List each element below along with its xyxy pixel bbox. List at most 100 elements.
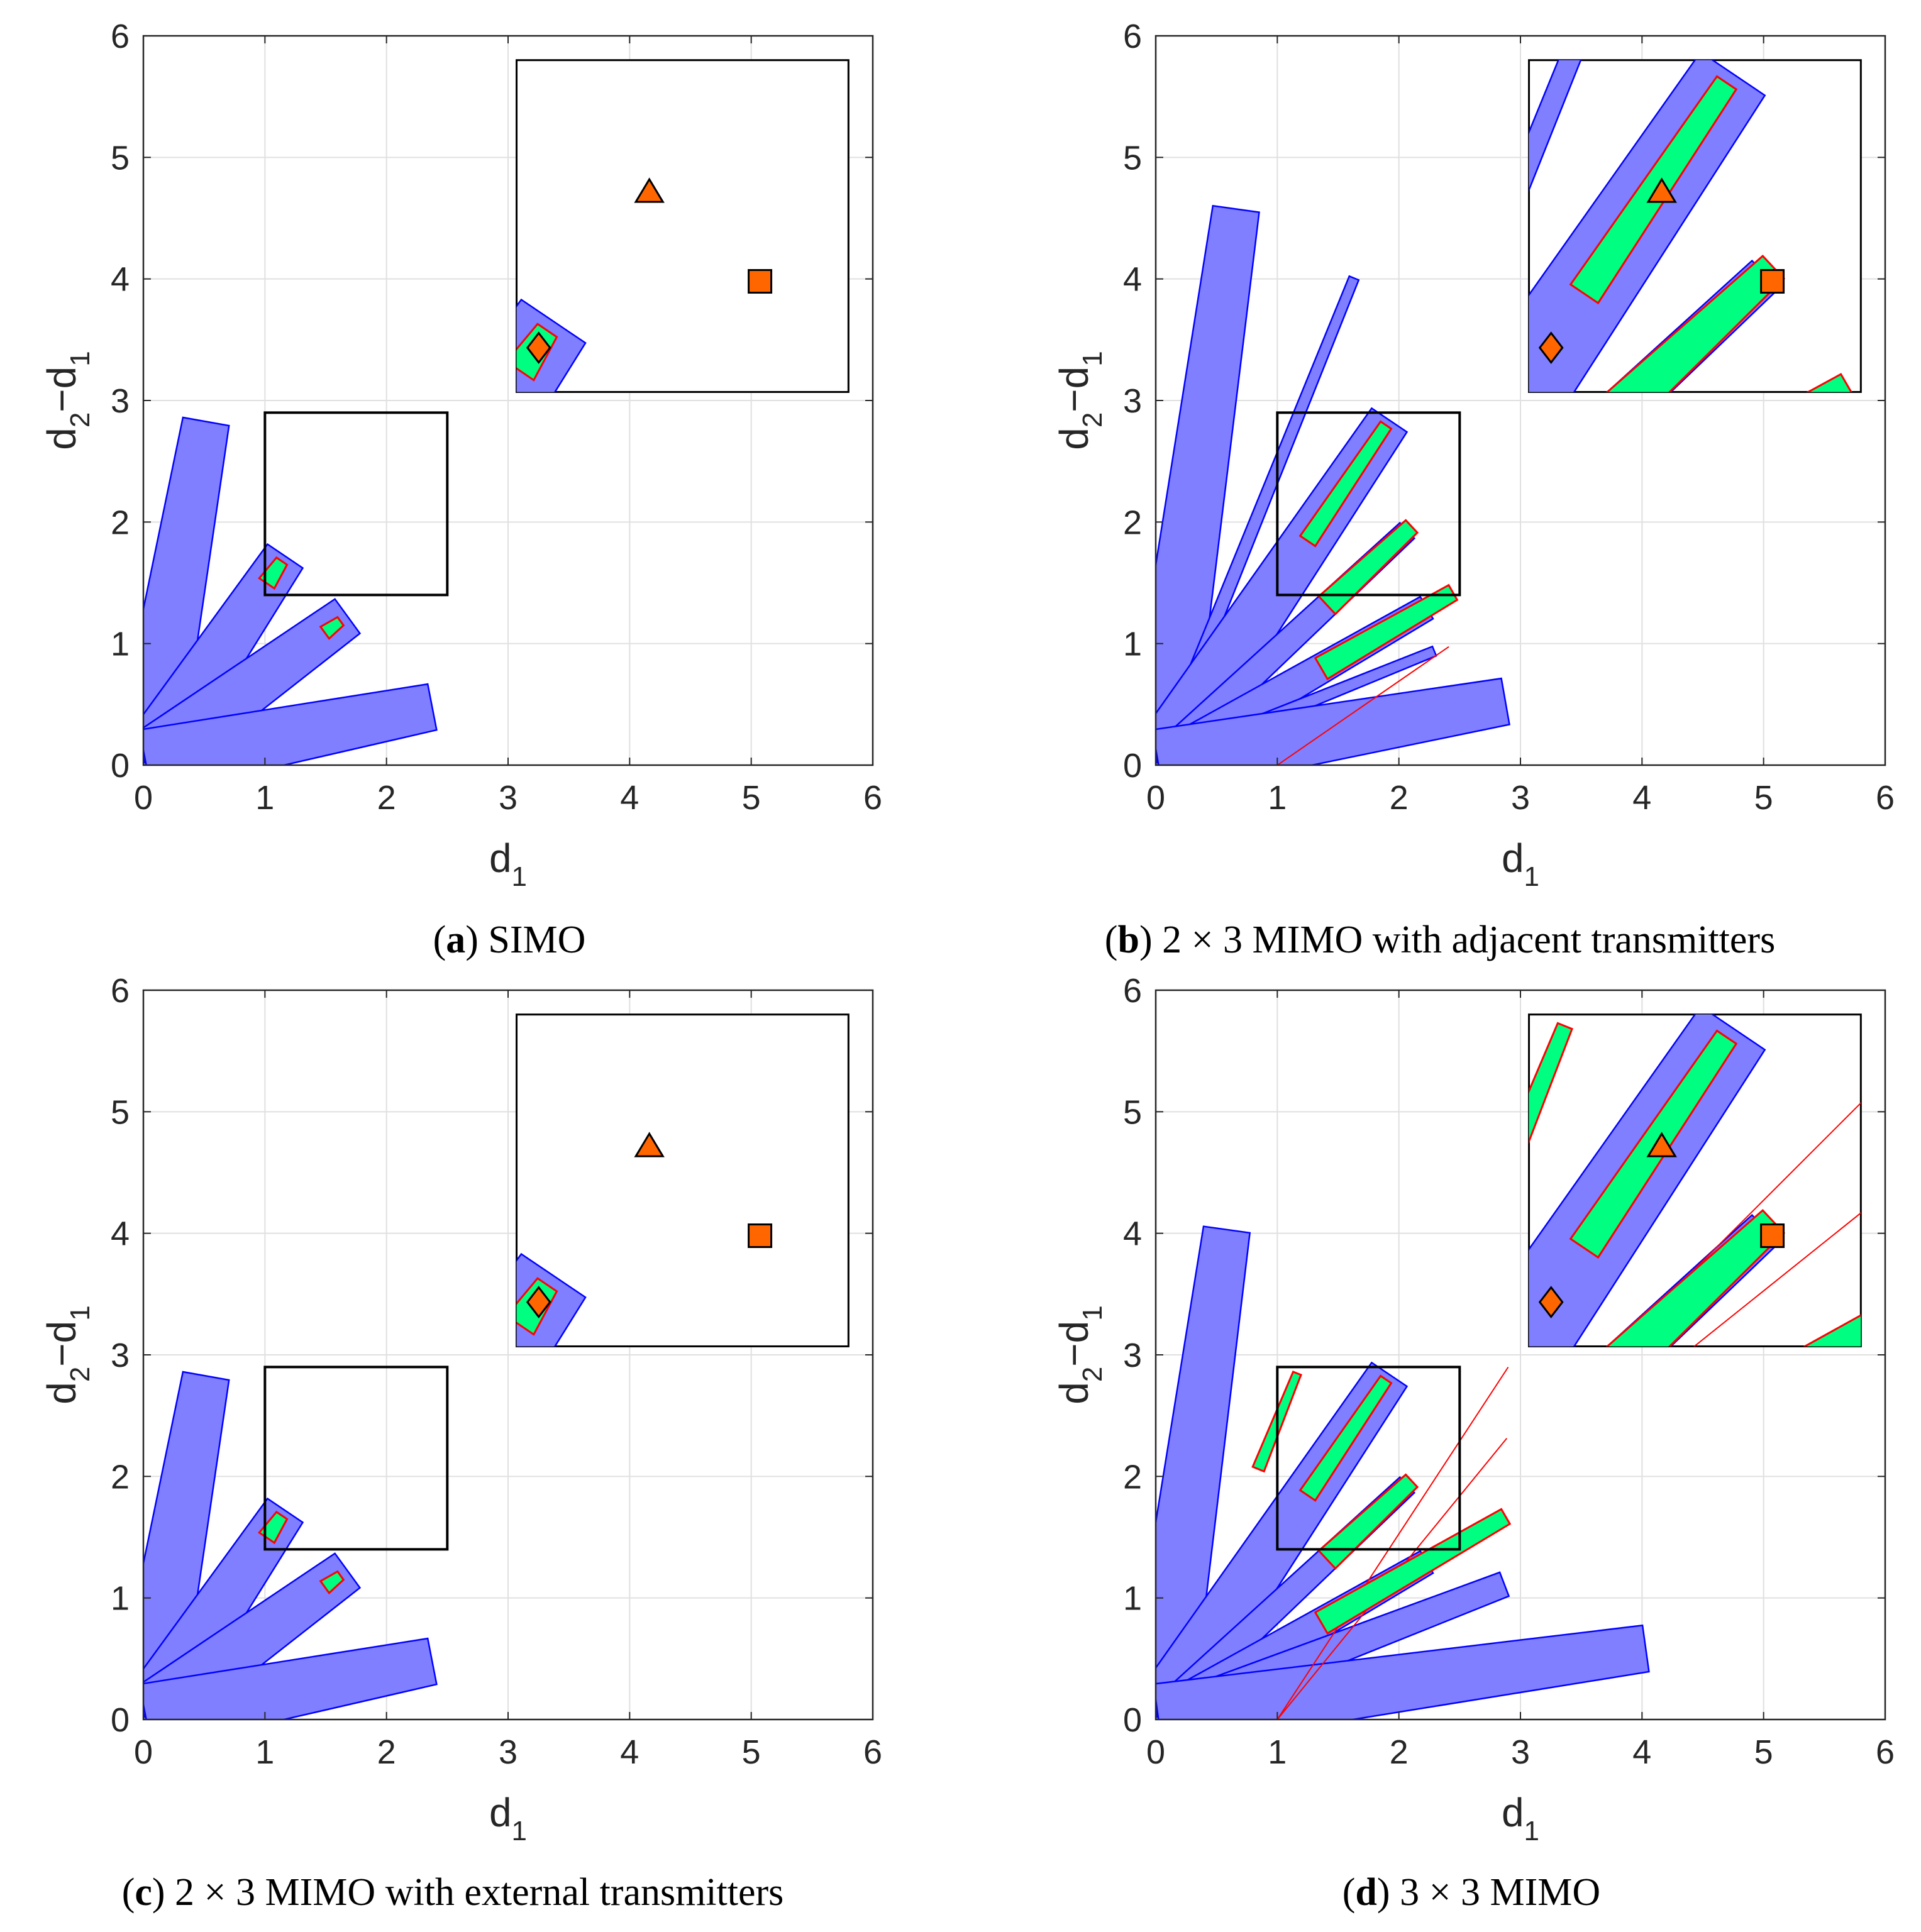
x-tick-label: 6	[1876, 1733, 1895, 1771]
x-tick-label: 6	[1876, 779, 1895, 817]
y-tick-label: 2	[1123, 1458, 1142, 1496]
plot-content	[143, 1371, 438, 1719]
plot-content	[143, 416, 438, 765]
region-finger	[143, 683, 438, 765]
inset-feasible-region	[1803, 1314, 1861, 1347]
plot-content	[1156, 1225, 1650, 1719]
feasible-region	[1314, 583, 1459, 681]
y-tick-label: 3	[111, 1337, 130, 1374]
caption-b: (b) 2 × 3 MIMO with adjacent transmitter…	[1105, 919, 1775, 961]
x-tick-label: 6	[863, 1733, 882, 1771]
y-tick-label: 4	[1123, 1215, 1142, 1253]
marker-diamond	[526, 331, 551, 364]
feasible-region	[319, 615, 345, 640]
y-tick-label: 6	[1123, 18, 1142, 55]
x-tick-label: 0	[134, 779, 153, 817]
region-finger	[1156, 1624, 1650, 1719]
x-tick-label: 3	[1511, 1733, 1530, 1771]
x-tick-label: 1	[255, 1733, 274, 1771]
marker-square	[748, 269, 773, 294]
marker-diamond	[1538, 1286, 1564, 1318]
x-tick-label: 5	[742, 1733, 761, 1771]
zoom-box	[263, 411, 449, 597]
y-tick-label: 0	[111, 747, 130, 785]
x-tick-label: 0	[1146, 779, 1165, 817]
feasible-region	[319, 1570, 345, 1594]
zoom-box	[1276, 411, 1461, 597]
y-tick-label: 1	[1123, 1580, 1142, 1618]
panel-c: 0 1 2 3 4 5 6 0 1 2 3 4 5 6 d1 d2−d1	[39, 972, 882, 1846]
x-axis-label: d1	[489, 1790, 527, 1846]
panel-b: 0 1 2 3 4 5 6 0 1 2 3 4 5 6 d1 d2−d1	[1051, 18, 1895, 892]
y-tick-label: 5	[111, 1093, 130, 1131]
x-tick-label: 4	[1632, 1733, 1651, 1771]
x-tick-label: 5	[1754, 779, 1773, 817]
y-tick-label: 3	[1123, 1337, 1142, 1374]
feasible-line	[1276, 646, 1449, 765]
y-tick-label: 3	[111, 382, 130, 420]
y-tick-label: 1	[111, 1580, 130, 1618]
x-tick-label: 6	[863, 779, 882, 817]
x-tick-label: 0	[1146, 1733, 1165, 1771]
inset	[1528, 1013, 1862, 1347]
y-tick-label: 2	[111, 504, 130, 541]
inset	[1528, 59, 1862, 393]
y-tick-label: 3	[1123, 382, 1142, 420]
inset	[516, 59, 850, 393]
x-tick-label: 1	[1268, 779, 1287, 817]
x-axis-label: d1	[1502, 1790, 1539, 1846]
inset-feasible-region	[1529, 1022, 1574, 1144]
marker-diamond	[526, 1286, 551, 1318]
x-tick-label: 3	[499, 1733, 518, 1771]
y-tick-label: 5	[111, 139, 130, 177]
region-finger	[1156, 677, 1510, 765]
marker-triangle	[634, 1132, 665, 1157]
inset-feasible-region	[1569, 1029, 1738, 1259]
y-axis-label: d2−d1	[39, 1305, 96, 1405]
x-tick-label: 5	[742, 779, 761, 817]
feasible-line	[1276, 1366, 1509, 1719]
inset	[516, 1013, 850, 1347]
caption-c: (c) 2 × 3 MIMO with external transmitter…	[122, 1871, 784, 1914]
feasible-region	[1317, 519, 1419, 615]
zoom-box	[263, 1366, 449, 1551]
marker-square	[748, 1223, 773, 1249]
marker-triangle	[1646, 177, 1677, 203]
x-tick-label: 1	[1268, 1733, 1287, 1771]
feasible-region	[1298, 420, 1393, 548]
y-tick-label: 0	[1123, 747, 1142, 785]
y-tick-label: 4	[111, 261, 130, 299]
feasible-region	[1314, 1508, 1512, 1635]
x-tick-label: 1	[255, 779, 274, 817]
marker-triangle	[634, 177, 665, 203]
y-tick-label: 1	[111, 626, 130, 663]
x-tick-label: 4	[620, 1733, 639, 1771]
x-tick-label: 3	[1511, 779, 1530, 817]
x-tick-label: 5	[1754, 1733, 1773, 1771]
x-tick-label: 2	[377, 1733, 396, 1771]
zoom-box	[1276, 1366, 1461, 1551]
marker-square	[1760, 1223, 1785, 1249]
y-tick-label: 4	[111, 1215, 130, 1253]
caption-a: (a) SIMO	[433, 919, 586, 961]
y-tick-label: 2	[1123, 504, 1142, 541]
y-axis-label: d2−d1	[39, 351, 96, 450]
feasible-region	[1298, 1374, 1393, 1502]
caption-d: (d) 3 × 3 MIMO	[1342, 1871, 1600, 1914]
inset-feasible-line	[1693, 1212, 1861, 1347]
x-axis-label: d1	[489, 836, 527, 892]
x-tick-label: 3	[499, 779, 518, 817]
inset-region-finger	[1529, 60, 1582, 192]
y-tick-label: 5	[1123, 139, 1142, 177]
y-tick-label: 6	[1123, 972, 1142, 1010]
y-tick-label: 0	[1123, 1701, 1142, 1739]
x-tick-label: 0	[134, 1733, 153, 1771]
y-tick-label: 6	[111, 972, 130, 1010]
inset-content	[1529, 60, 1852, 392]
x-tick-label: 2	[377, 779, 396, 817]
x-tick-label: 2	[1390, 1733, 1409, 1771]
x-axis-label: d1	[1502, 836, 1539, 892]
inset-feasible-region	[1806, 373, 1852, 392]
y-axis-label: d2−d1	[1051, 1305, 1108, 1405]
